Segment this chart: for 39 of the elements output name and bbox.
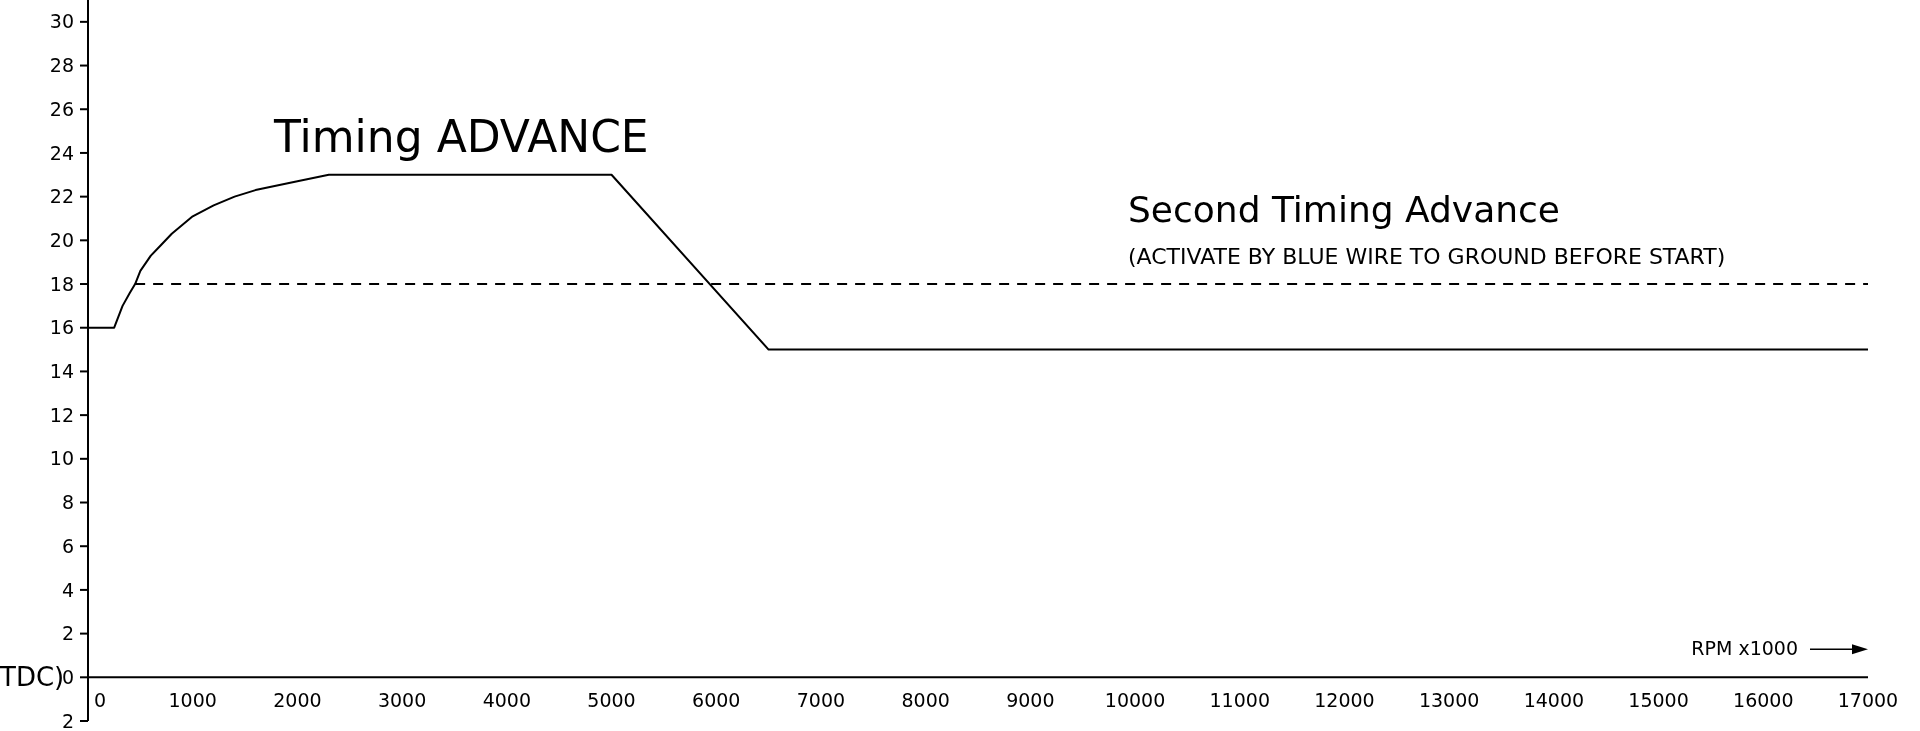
annotation: (ACTIVATE BY BLUE WIRE TO GROUND BEFORE START) [1128, 244, 1726, 269]
x-tick-label: 10000 [1104, 689, 1166, 712]
x-tick-label: 1000 [168, 689, 217, 712]
x-tick-label: 12000 [1314, 689, 1375, 712]
y-tick-label: 8 [61, 491, 74, 514]
x-tick-label: 3000 [377, 689, 427, 712]
x-tick-label: 11000 [1209, 689, 1270, 712]
y-tick-label: 30 [49, 10, 74, 33]
y-tick-label: 2 [61, 622, 74, 645]
y-tick-label: 0 [61, 665, 74, 688]
annotation: Second Timing Advance [1128, 189, 1560, 230]
x-tick-label: 16000 [1733, 689, 1794, 712]
x-axis-title: RPM x1000 [1691, 637, 1798, 660]
y-tick-label: 10 [49, 447, 74, 470]
x-tick-label: 7000 [796, 689, 846, 712]
y-tick-label: 20 [49, 228, 74, 251]
y-tick-label: 2 [61, 709, 74, 731]
x-tick-label: 14000 [1523, 689, 1585, 712]
x-tick-label: 13000 [1418, 689, 1480, 712]
y-tick-label: 22 [49, 185, 74, 208]
y-tick-label: 16 [49, 316, 74, 339]
x-tick-label: 9000 [1006, 689, 1055, 712]
y-tick-label: 12 [49, 403, 74, 426]
annotation: Timing ADVANCE [273, 111, 649, 162]
x-tick-label: 2000 [273, 689, 322, 712]
x-tick-label: 0 [94, 689, 107, 712]
x-tick-label: 4000 [482, 689, 531, 712]
y-tick-label: 6 [61, 534, 74, 557]
y-tick-label: 28 [49, 54, 74, 77]
x-tick-label: 5000 [587, 689, 636, 712]
x-tick-label: 8000 [901, 689, 950, 712]
x-tick-label: 6000 [692, 689, 741, 712]
y-tick-label: 14 [49, 360, 74, 383]
y-tick-label: 18 [49, 272, 74, 295]
x-tick-label: 17000 [1837, 689, 1899, 712]
y-tick-label: 4 [61, 578, 74, 601]
y-tick-label: 26 [49, 97, 74, 120]
x-tick-label: 15000 [1628, 689, 1689, 712]
y-tick-label: 24 [49, 141, 74, 164]
